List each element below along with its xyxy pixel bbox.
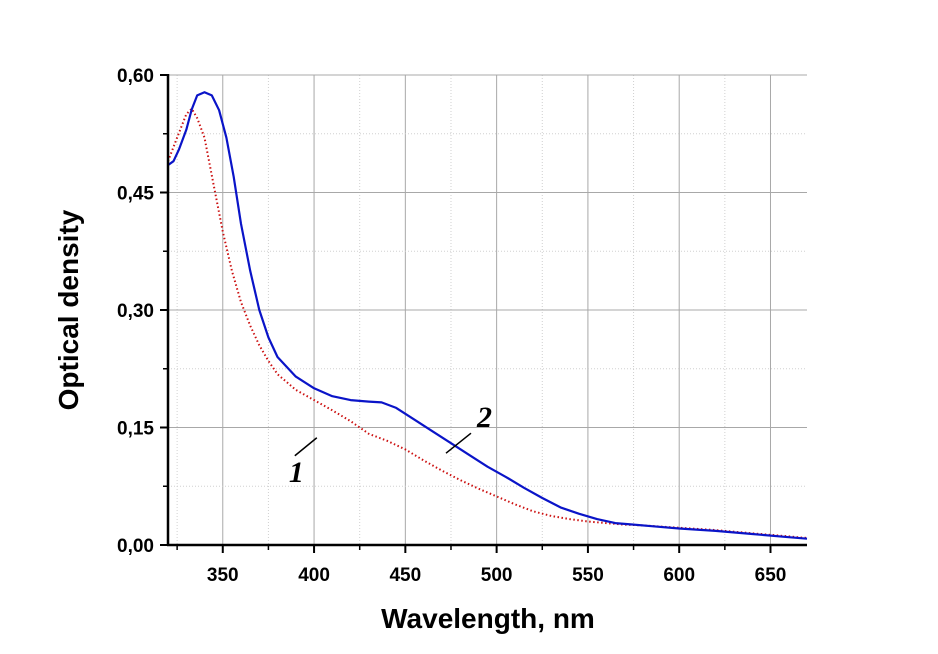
curve-annotations: 12 [289,401,492,489]
x-tick-label: 650 [755,565,787,586]
y-tick-label: 0,45 [117,184,154,205]
curve-1-leader [294,437,318,457]
ticks: 350 400 450 500 550 600 650 0,00 0,15 0,30 0,45 0,6… [117,66,786,586]
x-tick-label: 600 [663,565,695,586]
curve-1-label: 1 [289,456,304,489]
curve-2-leader [445,432,472,454]
y-tick-label: 0,60 [117,66,154,87]
x-tick-label: 550 [572,565,604,586]
grid-lines [168,74,807,546]
x-tick-label: 500 [481,565,513,586]
series-group [167,91,808,540]
y-axis-title: Optical density [53,209,84,410]
curve-2-label: 2 [476,401,492,434]
y-tick-label: 0,30 [117,301,154,322]
x-tick-label: 450 [389,565,421,586]
x-axis-title: Wavelength, nm [381,603,595,634]
y-tick-label: 0,15 [117,419,154,440]
x-tick-label: 400 [298,565,330,586]
series-2-line [167,91,808,540]
x-tick-label: 350 [207,565,239,586]
y-tick-label: 0,00 [117,536,154,557]
